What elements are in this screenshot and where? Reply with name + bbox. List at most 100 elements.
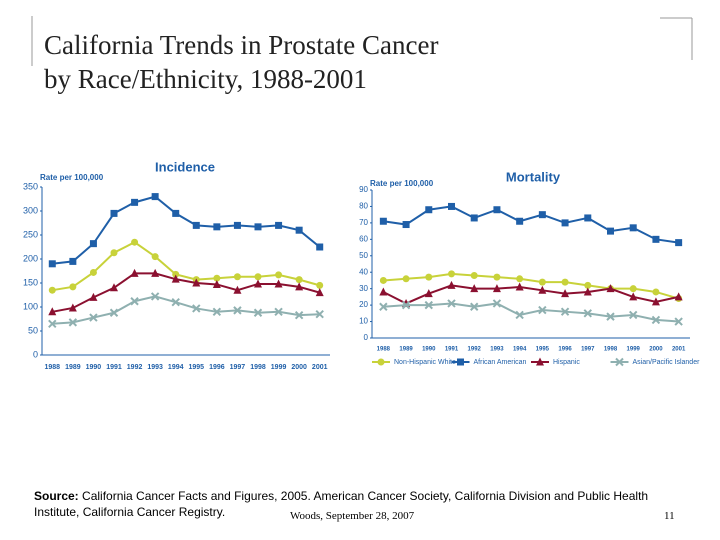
x-tick-label: 1999	[627, 347, 641, 353]
series-line	[383, 272, 679, 300]
title-line: California Trends in Prostate Cancer	[44, 30, 439, 60]
source: Source: California Cancer Facts and Figu…	[34, 488, 674, 520]
marker	[402, 275, 410, 283]
title-line: by Race/Ethnicity, 1988-2001	[44, 64, 367, 94]
y-axis-label: Rate per 100,000	[370, 179, 434, 188]
marker	[233, 285, 242, 294]
x-tick-label: 2001	[672, 347, 686, 353]
marker	[629, 285, 637, 293]
marker	[110, 209, 118, 217]
marker	[253, 308, 263, 317]
series-line	[382, 284, 679, 305]
x-tick-label: 1998	[604, 347, 618, 353]
slide-title: California Trends in Prostate Cancer by …	[44, 28, 438, 96]
marker	[212, 279, 221, 288]
marker	[492, 299, 502, 308]
marker	[254, 223, 262, 231]
marker	[379, 302, 388, 311]
marker	[493, 206, 501, 214]
marker	[172, 209, 180, 217]
x-tick-label: 1996	[558, 347, 572, 353]
marker	[538, 285, 547, 294]
x-tick-label: 1994	[168, 364, 184, 371]
y-tick-label: 80	[359, 202, 368, 211]
marker	[470, 214, 478, 222]
y-tick-label: 100	[23, 301, 38, 311]
legend-label: Non-Hispanic White	[394, 359, 456, 366]
x-tick-label: 1989	[399, 347, 413, 353]
series-line	[383, 302, 679, 323]
marker	[516, 275, 524, 283]
x-tick-label: 1992	[468, 347, 482, 353]
marker	[254, 273, 262, 281]
x-tick-label: 1996	[209, 364, 225, 371]
marker	[151, 268, 160, 277]
marker	[131, 198, 139, 206]
y-tick-label: 150	[23, 277, 38, 287]
marker	[212, 307, 222, 317]
marker	[48, 286, 56, 294]
marker	[561, 289, 570, 298]
marker	[538, 211, 546, 219]
marker	[213, 274, 221, 282]
marker	[447, 299, 456, 308]
y-tick-label: 50	[359, 251, 368, 260]
marker	[377, 358, 385, 366]
marker	[151, 253, 159, 261]
y-tick-label: 0	[33, 349, 38, 359]
footer: Woods, September 28, 2007	[290, 510, 415, 522]
marker	[48, 260, 56, 268]
marker	[109, 308, 119, 317]
marker	[172, 270, 180, 278]
marker	[424, 300, 433, 310]
marker	[492, 284, 501, 293]
marker	[561, 219, 569, 227]
x-tick-label: 1994	[513, 347, 527, 353]
series-line	[52, 295, 320, 325]
marker	[275, 221, 283, 229]
y-tick-label: 20	[359, 300, 368, 309]
marker	[583, 287, 592, 296]
marker	[538, 278, 546, 286]
y-tick-label: 0	[364, 333, 369, 342]
x-tick-label: 1999	[271, 364, 287, 371]
marker	[110, 249, 118, 257]
marker	[615, 357, 624, 367]
x-tick-label: 1998	[250, 364, 266, 371]
y-tick-label: 90	[359, 185, 368, 194]
marker	[68, 303, 77, 312]
marker	[424, 289, 433, 298]
marker	[674, 317, 683, 326]
marker	[254, 279, 262, 288]
marker	[131, 238, 139, 246]
marker	[674, 292, 683, 301]
y-tick-label: 350	[23, 181, 38, 191]
y-tick-label: 70	[359, 218, 368, 227]
marker	[583, 309, 592, 318]
marker	[89, 240, 97, 248]
marker	[379, 276, 387, 284]
marker	[651, 297, 660, 306]
marker	[584, 214, 592, 222]
source-text: California Cancer Facts and Figures, 200…	[34, 489, 649, 519]
x-tick-label: 1988	[44, 364, 60, 371]
marker	[233, 273, 241, 281]
chart-title: Incidence	[155, 159, 215, 174]
marker	[110, 283, 118, 292]
marker	[651, 315, 661, 325]
marker	[48, 319, 57, 329]
x-tick-label: 1997	[230, 364, 246, 371]
legend-label: African American	[474, 359, 527, 366]
x-tick-label: 2000	[291, 364, 307, 371]
marker	[171, 274, 180, 283]
marker	[448, 202, 455, 210]
marker	[561, 278, 569, 286]
y-tick-label: 200	[23, 253, 38, 263]
marker	[401, 300, 411, 310]
marker	[295, 226, 303, 234]
x-tick-label: 1990	[86, 364, 102, 371]
x-tick-label: 1993	[147, 364, 163, 371]
marker	[274, 307, 283, 317]
marker	[675, 239, 683, 247]
